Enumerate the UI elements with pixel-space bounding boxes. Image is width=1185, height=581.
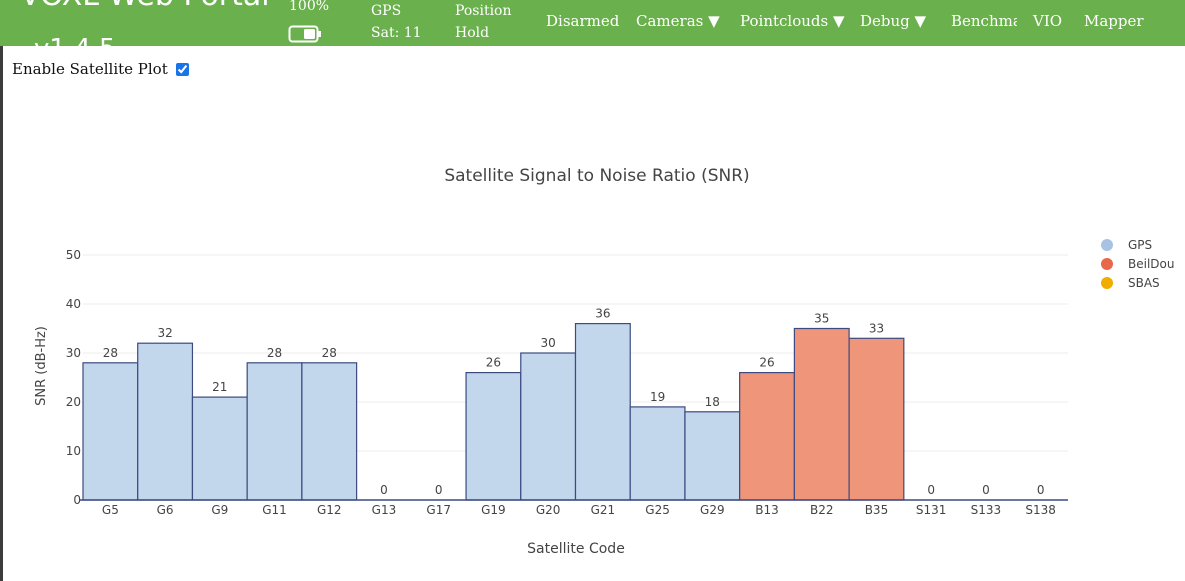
x-tick-label-B22: B22: [810, 503, 834, 517]
y-tick-label: 50: [66, 248, 81, 262]
bar-B13: [739, 372, 795, 501]
data-label-B22: 35: [814, 312, 829, 326]
window-left-edge: [0, 0, 3, 581]
data-label-S138: 0: [1037, 483, 1045, 497]
legend-label-SBAS: SBAS: [1128, 276, 1160, 290]
x-tick-label-G12: G12: [317, 503, 342, 517]
y-tick-label: 20: [66, 395, 81, 409]
legend-marker-GPS: [1101, 239, 1113, 251]
y-axis-title: SNR (dB-Hz): [34, 326, 49, 406]
data-label-G13: 0: [380, 483, 388, 497]
data-label-G20: 30: [540, 336, 555, 350]
x-tick-label-G5: G5: [102, 503, 119, 517]
satellite-plot-toggle-row: Enable Satellite Plot: [12, 60, 189, 78]
y-tick-label: 10: [66, 444, 81, 458]
data-label-G17: 0: [435, 483, 443, 497]
bar-G11: [246, 362, 303, 501]
x-tick-label-B13: B13: [755, 503, 779, 517]
x-tick-label-B35: B35: [865, 503, 889, 517]
data-label-S131: 0: [927, 483, 935, 497]
x-tick-label-S131: S131: [916, 503, 947, 517]
gps-satellite-count: Sat: 11: [371, 25, 422, 41]
legend-label-GPS: GPS: [1128, 238, 1152, 252]
data-label-G12: 28: [322, 346, 337, 360]
flight-mode-line-1: Position: [455, 3, 512, 19]
data-label-G25: 19: [650, 390, 665, 404]
data-label-B13: 26: [759, 356, 774, 370]
nav-pointclouds-dropdown[interactable]: Pointclouds ▼: [740, 12, 845, 30]
flight-mode-status: Position Hold: [455, 0, 512, 44]
bar-G12: [301, 362, 358, 501]
legend-marker-SBAS: [1101, 277, 1113, 289]
data-label-G21: 36: [595, 307, 610, 321]
satellite-plot-label: Enable Satellite Plot: [12, 60, 168, 78]
bar-G5: [82, 362, 139, 501]
x-tick-label-G11: G11: [262, 503, 287, 517]
data-label-G19: 26: [486, 356, 501, 370]
battery-percent: 100%: [289, 0, 330, 14]
data-label-G11: 28: [267, 346, 282, 360]
x-tick-label-G17: G17: [426, 503, 451, 517]
legend-marker-BeilDou: [1101, 258, 1113, 270]
x-tick-label-G19: G19: [481, 503, 506, 517]
nav-benchmark[interactable]: Benchmarl: [951, 12, 1017, 30]
data-label-B35: 33: [869, 321, 884, 335]
legend-label-BeilDou: BeilDou: [1128, 257, 1174, 271]
nav-debug-dropdown[interactable]: Debug ▼: [860, 12, 927, 30]
top-nav-bar: VOXL Web Portal v1.4.5 100% GPS Sat: 11 …: [0, 0, 1185, 46]
data-label-G9: 21: [212, 380, 227, 394]
y-tick-label: 40: [66, 297, 81, 311]
x-tick-label-G21: G21: [591, 503, 616, 517]
nav-cameras-dropdown[interactable]: Cameras ▼: [636, 12, 720, 30]
x-axis-title: Satellite Code: [527, 541, 625, 557]
x-tick-label-G20: G20: [536, 503, 561, 517]
bar-G20: [520, 352, 577, 501]
bar-B35: [848, 337, 905, 501]
bar-G6: [137, 342, 194, 501]
x-tick-label-S138: S138: [1025, 503, 1056, 517]
bar-G21: [574, 323, 631, 501]
gps-status: GPS Sat: 11: [371, 0, 422, 44]
chart-title: Satellite Signal to Noise Ratio (SNR): [444, 166, 749, 186]
nav-disarmed[interactable]: Disarmed: [546, 12, 620, 30]
x-tick-label-G9: G9: [211, 503, 228, 517]
battery-icon: [288, 25, 321, 43]
gps-label: GPS: [371, 3, 402, 19]
data-label-S133: 0: [982, 483, 990, 497]
y-tick-label: 0: [73, 493, 81, 507]
nav-vio[interactable]: VIO: [1033, 12, 1063, 30]
x-tick-label-G13: G13: [372, 503, 397, 517]
portal-title: VOXL Web Portal: [20, 0, 270, 13]
data-label-G6: 32: [157, 326, 172, 340]
bar-G25: [629, 406, 686, 501]
x-tick-label-S133: S133: [971, 503, 1002, 517]
bar-G19: [465, 372, 522, 501]
data-label-G5: 28: [103, 346, 118, 360]
y-tick-label: 30: [66, 346, 81, 360]
flight-mode-line-2: Hold: [455, 25, 490, 41]
bar-G9: [191, 396, 248, 501]
x-tick-label-G25: G25: [645, 503, 670, 517]
x-tick-label-G6: G6: [157, 503, 174, 517]
bar-B22: [793, 327, 850, 501]
portal-version: v1.4.5: [34, 34, 116, 46]
x-tick-label-G29: G29: [700, 503, 725, 517]
nav-mapper[interactable]: Mapper: [1084, 12, 1144, 30]
bar-G29: [684, 411, 741, 501]
snr-chart: 0 10 20 30 40 50 28 G5 32 G6 21 G9 28 G11 28 G12 0 G13 0 G1…: [34, 166, 1174, 557]
satellite-plot-checkbox[interactable]: [175, 62, 189, 76]
data-label-G29: 18: [705, 395, 720, 409]
